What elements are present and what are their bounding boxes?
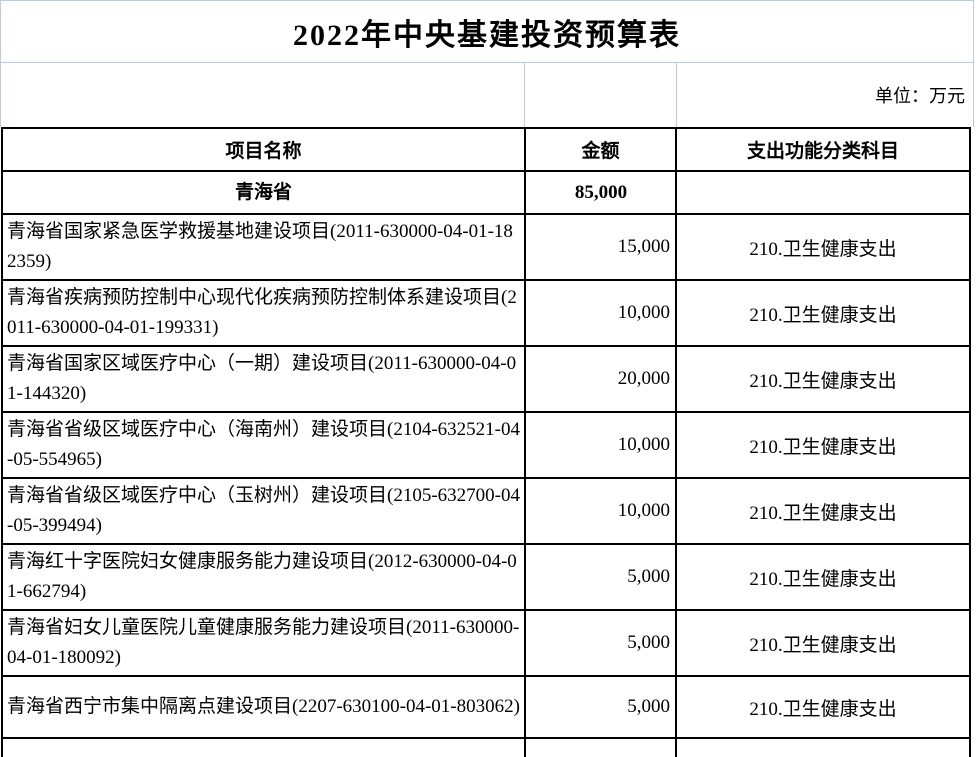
table-row: 青海省西宁市集中隔离点建设项目(2207-630100-04-01-803062… — [1, 675, 971, 739]
column-header-project-name: 项目名称 — [1, 127, 526, 172]
column-header-category: 支出功能分类科目 — [675, 127, 971, 172]
category-cell: 210.卫生健康支出 — [675, 411, 971, 479]
category-cell: 210.卫生健康支出 — [675, 345, 971, 413]
table-row: 青海省省级区域医疗中心（玉树州）建设项目(2105-632700-04-05-3… — [1, 477, 971, 545]
summary-amount-cell: 85,000 — [524, 170, 677, 215]
unit-note: 单位：万元 — [676, 63, 973, 127]
project-name-cell: 青海红十字医院妇女健康服务能力建设项目(2012-630000-04-01-66… — [1, 543, 526, 611]
project-name-cell: 青海省疾病预防控制中心现代化疾病预防控制体系建设项目(2011-630000-0… — [1, 279, 526, 347]
category-cell: 210.卫生健康支出 — [675, 609, 971, 677]
category-cell: 210.卫生健康支出 — [675, 279, 971, 347]
project-name-cell: 青海省国家紧急医学救援基地建设项目(2011-630000-04-01-1823… — [1, 213, 526, 281]
unit-row-cell-empty-1 — [1, 63, 524, 127]
category-cell: 210.卫生健康支出 — [675, 675, 971, 739]
table-row: 青海省省级区域医疗中心（海南州）建设项目(2104-632521-04-05-5… — [1, 411, 971, 479]
amount-cell: 5,000 — [524, 609, 677, 677]
project-name-cell: 青海省西宁市集中隔离点建设项目(2207-630100-04-01-803062… — [1, 675, 526, 739]
project-name-cell: 青海省妇女儿童医院儿童健康服务能力建设项目(2011-630000-04-01-… — [1, 609, 526, 677]
unit-row-cell-empty-2 — [524, 63, 676, 127]
budget-table: 项目名称 金额 支出功能分类科目 青海省 85,000 青海省国家紧急医学救援基… — [1, 127, 971, 757]
summary-row: 青海省 85,000 — [1, 170, 971, 215]
amount-cell: 5,000 — [524, 675, 677, 739]
project-name-cell: 青海省省级区域医疗中心（海南州）建设项目(2104-632521-04-05-5… — [1, 411, 526, 479]
amount-cell: 10,000 — [524, 279, 677, 347]
amount-cell: 15,000 — [524, 213, 677, 281]
table-header-row: 项目名称 金额 支出功能分类科目 — [1, 127, 971, 172]
category-cell: 210.卫生健康支出 — [675, 543, 971, 611]
table-row: 青海省妇女儿童医院儿童健康服务能力建设项目(2011-630000-04-01-… — [1, 609, 971, 677]
column-header-amount: 金额 — [524, 127, 677, 172]
table-row: 青海省国家区域医疗中心（一期）建设项目(2011-630000-04-01-14… — [1, 345, 971, 413]
amount-cell: 10,000 — [524, 411, 677, 479]
page-title: 2022年中央基建投资预算表 — [293, 18, 681, 52]
amount-cell: 5,000 — [524, 543, 677, 611]
title-row: 2022年中央基建投资预算表 — [1, 1, 973, 63]
summary-province-cell: 青海省 — [1, 170, 526, 215]
category-cell: 210.卫生健康支出 — [675, 477, 971, 545]
unit-row: 单位：万元 — [1, 63, 973, 127]
amount-cell: 10,000 — [524, 477, 677, 545]
category-cell: 210.卫生健康支出 — [675, 213, 971, 281]
table-body: 青海省 85,000 青海省国家紧急医学救援基地建设项目(2011-630000… — [1, 170, 971, 757]
summary-category-cell — [675, 170, 971, 215]
table-row: 青海红十字医院妇女健康服务能力建设项目(2012-630000-04-01-66… — [1, 543, 971, 611]
category-cell: 210.卫生健康支出 — [675, 737, 971, 757]
document-header-block: 2022年中央基建投资预算表 单位：万元 — [0, 0, 974, 127]
amount-cell: 5,000 — [524, 737, 677, 757]
table-row: 青海省西宁市方舱医院建设项目(2207-630100-04-01-332531)… — [1, 737, 971, 757]
table-row: 青海省疾病预防控制中心现代化疾病预防控制体系建设项目(2011-630000-0… — [1, 279, 971, 347]
project-name-cell: 青海省西宁市方舱医院建设项目(2207-630100-04-01-332531) — [1, 737, 526, 757]
amount-cell: 20,000 — [524, 345, 677, 413]
project-name-cell: 青海省省级区域医疗中心（玉树州）建设项目(2105-632700-04-05-3… — [1, 477, 526, 545]
project-name-cell: 青海省国家区域医疗中心（一期）建设项目(2011-630000-04-01-14… — [1, 345, 526, 413]
table-row: 青海省国家紧急医学救援基地建设项目(2011-630000-04-01-1823… — [1, 213, 971, 281]
